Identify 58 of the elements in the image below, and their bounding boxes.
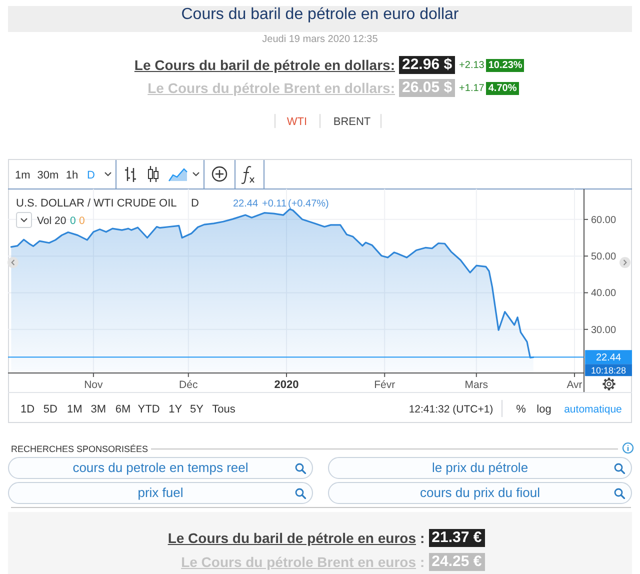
search-field: cours du prix du fioul <box>328 482 632 504</box>
annotation: 22.44 <box>233 198 258 210</box>
text: 1Y <box>168 404 183 416</box>
text: 1M <box>66 404 82 416</box>
x-tick-label: Mars <box>464 379 488 391</box>
percent-badge: 4.70% <box>486 82 519 94</box>
annotation: Vol 20 <box>37 215 66 227</box>
search-field: prix fuel <box>8 482 313 504</box>
x-tick-label: 2020 <box>274 379 299 391</box>
text: % <box>516 404 526 416</box>
percent-badge: 10.23% <box>486 58 524 72</box>
search-field: cours du petrole en temps reel <box>8 457 313 479</box>
text: 1D <box>20 404 35 416</box>
text: 3M <box>90 404 106 416</box>
ref-line-label: 22.44 <box>596 352 622 364</box>
y-tick-label: 30.00 <box>591 324 616 336</box>
text: Le Cours du baril de pétrole en dollars: <box>134 56 395 74</box>
text: 12:41:32 (UTC+1) <box>408 404 494 416</box>
text: BRENT <box>333 116 371 128</box>
annotation: 0 <box>70 215 76 227</box>
text: YTD <box>138 404 160 416</box>
text: 1m <box>14 170 30 182</box>
annotation: 0 <box>79 215 85 227</box>
y-tick-label: 50.00 <box>591 252 616 263</box>
x-tick-label: Déc <box>179 379 198 391</box>
text: 5D <box>43 404 58 416</box>
x-tick-label: Avr <box>566 379 583 391</box>
text: Le Cours du pétrole Brent en dollars: <box>148 79 395 97</box>
text: RECHERCHES SPONSORISÉES <box>11 444 148 454</box>
text: 6M <box>115 404 131 416</box>
text: D <box>87 170 96 182</box>
text: Tous <box>212 404 236 416</box>
price-badge: 22.96 $ <box>399 56 456 74</box>
price-badge: 21.37 € <box>428 529 485 547</box>
search-field: le prix du pétrole <box>328 457 632 479</box>
text: automatique <box>564 404 622 416</box>
annotation: U.S. DOLLAR / WTI CRUDE OIL <box>16 198 177 210</box>
text: Le Cours du baril de pétrole en euros <box>168 529 416 547</box>
text: +2.13 <box>459 60 484 70</box>
text: 1h <box>66 170 78 182</box>
text: 5Y <box>190 404 204 416</box>
text: 30m <box>37 170 59 182</box>
text: +1.17 <box>459 82 484 94</box>
annotation: +0.11 <box>262 198 287 210</box>
x-tick-label: Févr <box>374 379 396 391</box>
x-tick-label: Nov <box>84 379 104 391</box>
y-tick-label: 40.00 <box>591 288 616 300</box>
text: 10:18:28 <box>590 366 626 376</box>
annotation: (+0.47%) <box>288 198 329 210</box>
y-tick-label: 60.00 <box>591 214 616 226</box>
price-badge: 24.25 € <box>428 553 485 571</box>
text: : <box>420 554 425 570</box>
text: : <box>420 530 425 546</box>
text: log <box>536 404 552 416</box>
price-badge: 26.05 $ <box>399 79 456 97</box>
annotation: D <box>191 198 200 210</box>
text: WTI <box>286 116 308 128</box>
chart-subtitle: Jeudi 19 mars 2020 12:35 <box>261 34 379 45</box>
